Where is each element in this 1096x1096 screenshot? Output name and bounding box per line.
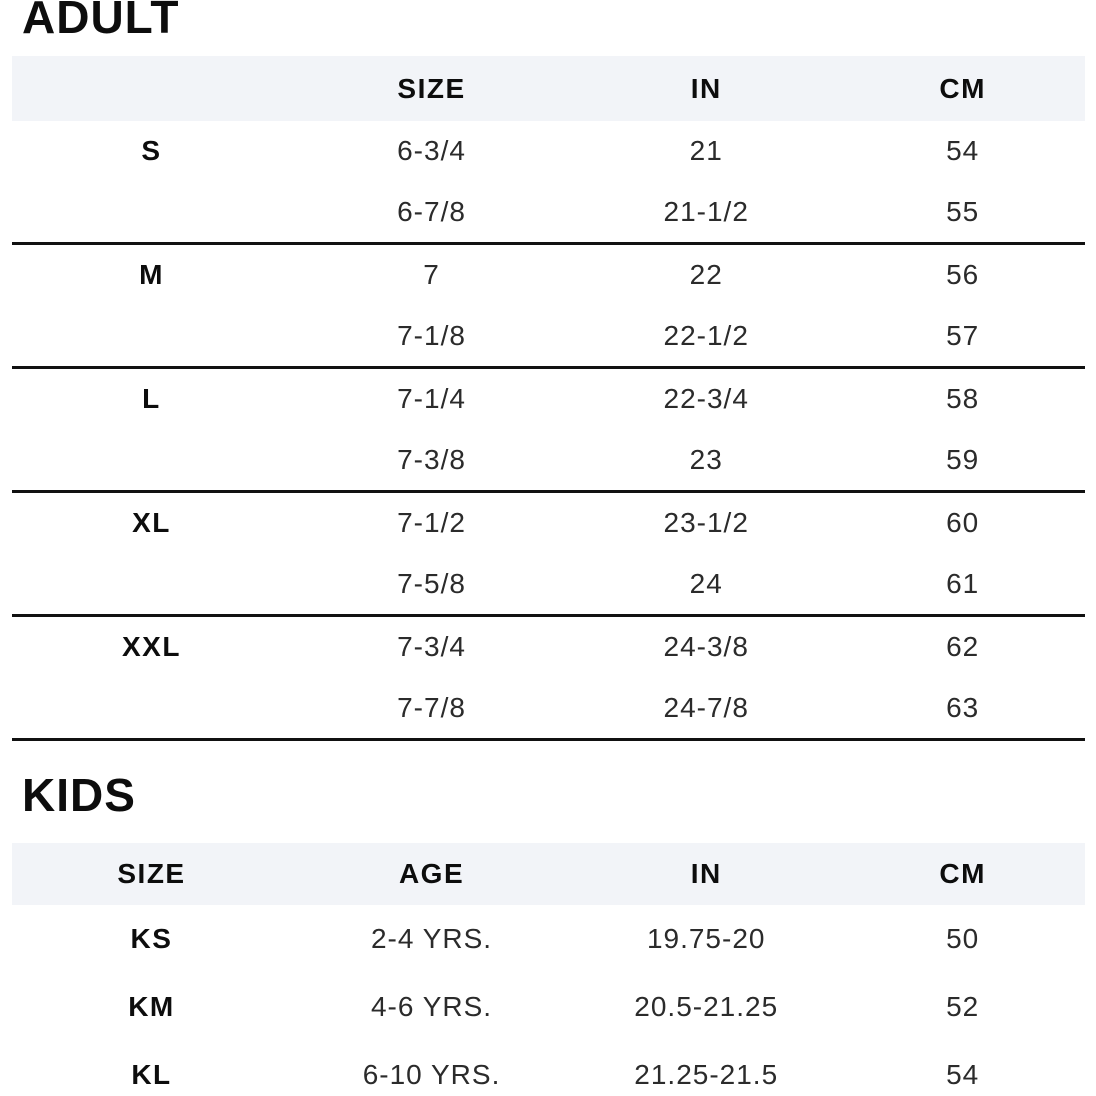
kids-header-size: SIZE	[117, 858, 186, 889]
adult-header-cm: CM	[939, 72, 986, 104]
table-row: KL 6-10 YRS. 21.25-21.5 54	[12, 1041, 1085, 1096]
size-cell: 6-7/8	[397, 195, 466, 227]
size-cell: 7-7/8	[397, 691, 466, 723]
table-row: 6-7/8 21-1/2 55	[12, 182, 1085, 243]
in-cell: 22-1/2	[663, 319, 749, 351]
cm-cell: 54	[946, 1059, 980, 1090]
kids-header-age: AGE	[398, 858, 465, 889]
cm-cell: 54	[946, 135, 980, 167]
kids-table-header-row: SIZE AGE IN CM	[12, 843, 1085, 905]
in-cell: 23-1/2	[663, 507, 749, 539]
in-cell: 23	[689, 443, 723, 475]
group-label: M	[139, 259, 164, 291]
table-row: L 7-1/4 22-3/4 58	[12, 369, 1085, 430]
in-cell: 21.25-21.5	[634, 1059, 779, 1090]
group-label: S	[141, 135, 162, 167]
age-cell: 2-4 YRS.	[370, 923, 493, 954]
size-cell: 7-1/8	[397, 319, 466, 351]
size-cell: 6-3/4	[397, 135, 466, 167]
size-cell: 7	[423, 259, 440, 291]
kids-header-cm: CM	[939, 858, 986, 889]
adult-header-in: IN	[690, 72, 722, 104]
cm-cell: 61	[946, 567, 980, 599]
kids-size-cell: KL	[131, 1059, 172, 1090]
adult-group-m: M 7 22 56 7-1/8 22-1/2 57	[12, 245, 1085, 369]
cm-cell: 59	[946, 443, 980, 475]
adult-group-xxl: XXL 7-3/4 24-3/8 62 7-7/8 24-7/8 63	[12, 617, 1085, 741]
in-cell: 21-1/2	[663, 195, 749, 227]
table-row: XXL 7-3/4 24-3/8 62	[12, 617, 1085, 678]
kids-title: KIDS	[22, 769, 136, 821]
table-row: XL 7-1/2 23-1/2 60	[12, 493, 1085, 554]
kids-header-in: IN	[690, 858, 722, 889]
cm-cell: 52	[946, 991, 980, 1022]
cm-cell: 62	[946, 631, 980, 663]
group-label: XL	[132, 507, 171, 539]
in-cell: 24	[689, 567, 723, 599]
table-row: KM 4-6 YRS. 20.5-21.25 52	[12, 973, 1085, 1041]
table-row: S 6-3/4 21 54	[12, 121, 1085, 182]
adult-group-s: S 6-3/4 21 54 6-7/8 21-1/2 55	[12, 121, 1085, 245]
size-cell: 7-1/2	[397, 507, 466, 539]
cm-cell: 58	[946, 383, 980, 415]
kids-section-header: KIDS	[0, 741, 1096, 843]
adult-group-xl: XL 7-1/2 23-1/2 60 7-5/8 24 61	[12, 493, 1085, 617]
table-row: 7-1/8 22-1/2 57	[12, 306, 1085, 367]
cm-cell: 60	[946, 507, 980, 539]
cm-cell: 50	[946, 923, 980, 954]
table-row: M 7 22 56	[12, 245, 1085, 306]
table-row: 7-5/8 24 61	[12, 554, 1085, 615]
table-row: 7-3/8 23 59	[12, 430, 1085, 491]
size-cell: 7-3/8	[397, 443, 466, 475]
cm-cell: 57	[946, 319, 980, 351]
age-cell: 4-6 YRS.	[370, 991, 493, 1022]
in-cell: 22	[689, 259, 723, 291]
table-row: 7-7/8 24-7/8 63	[12, 678, 1085, 739]
in-cell: 21	[689, 135, 723, 167]
in-cell: 19.75-20	[646, 923, 766, 954]
size-cell: 7-5/8	[397, 567, 466, 599]
cm-cell: 63	[946, 691, 980, 723]
in-cell: 24-7/8	[663, 691, 749, 723]
in-cell: 24-3/8	[663, 631, 749, 663]
age-cell: 6-10 YRS.	[362, 1059, 501, 1090]
in-cell: 22-3/4	[663, 383, 749, 415]
in-cell: 20.5-21.25	[634, 991, 779, 1022]
size-cell: 7-3/4	[397, 631, 466, 663]
adult-size-table: SIZE IN CM S 6-3/4 21 54 6-7/8 21-1/2 55…	[12, 56, 1085, 741]
adult-section-header: ADULT	[0, 0, 1096, 56]
kids-size-table: SIZE AGE IN CM KS 2-4 YRS. 19.75-20 50 K…	[12, 843, 1085, 1096]
cm-cell: 55	[946, 195, 980, 227]
kids-size-cell: KS	[130, 923, 173, 954]
kids-size-cell: KM	[128, 991, 175, 1022]
cm-cell: 56	[946, 259, 980, 291]
group-label: L	[142, 383, 161, 415]
size-cell: 7-1/4	[397, 383, 466, 415]
adult-header-size: SIZE	[397, 72, 466, 104]
table-row: KS 2-4 YRS. 19.75-20 50	[12, 905, 1085, 973]
adult-group-l: L 7-1/4 22-3/4 58 7-3/8 23 59	[12, 369, 1085, 493]
group-label: XXL	[122, 631, 181, 663]
adult-title: ADULT	[22, 0, 180, 43]
adult-table-header-row: SIZE IN CM	[12, 56, 1085, 121]
